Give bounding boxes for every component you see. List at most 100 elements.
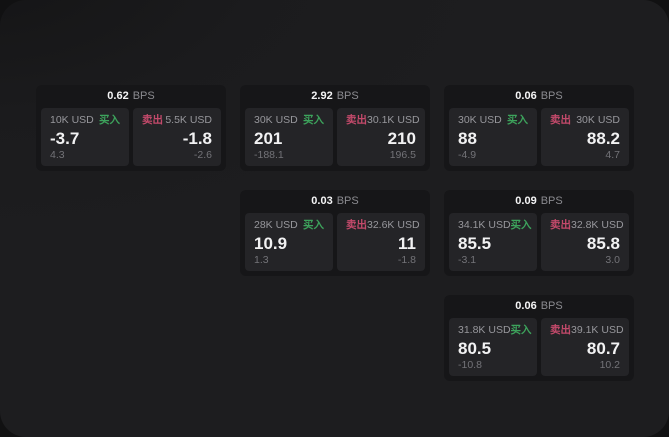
buy-tile[interactable]: 31.8K USD 买入 80.5 -10.8 [449, 318, 537, 376]
sell-price: 88.2 [586, 128, 620, 148]
sell-side-label: 卖出 [346, 219, 367, 231]
buy-delta: -4.9 [458, 148, 477, 161]
buy-tile[interactable]: 28K USD 买入 10.9 1.3 [245, 213, 333, 271]
buy-notional: 34.1K USD [458, 219, 511, 231]
quote-card: 0.06 BPS 31.8K USD 买入 80.5 -10.8 卖出 39.1… [444, 295, 634, 381]
buy-tile[interactable]: 34.1K USD 买入 85.5 -3.1 [449, 213, 537, 271]
bps-header: 0.03 BPS [240, 190, 430, 213]
sell-notional: 32.8K USD [571, 219, 624, 231]
sell-tile-toprow: 卖出 32.8K USD [550, 219, 624, 231]
quote-body: 30K USD 买入 201 -188.1 卖出 30.1K USD 210 1… [240, 108, 430, 171]
sell-tile-toprow: 卖出 39.1K USD [550, 324, 624, 336]
buy-price: 88 [458, 128, 477, 148]
bps-unit-label: BPS [336, 90, 359, 102]
sell-delta: 10.2 [599, 358, 620, 371]
sell-price: 80.7 [586, 338, 620, 358]
bps-unit-label: BPS [540, 195, 563, 207]
sell-notional: 5.5K USD [165, 114, 212, 126]
buy-delta: -10.8 [458, 358, 482, 371]
sell-side-label: 卖出 [550, 114, 571, 126]
buy-delta: 1.3 [254, 253, 269, 266]
buy-notional: 31.8K USD [458, 324, 511, 336]
buy-tile-toprow: 28K USD 买入 [254, 220, 324, 231]
sell-price: -1.8 [182, 128, 212, 148]
sell-delta: 3.0 [605, 253, 620, 266]
buy-side-label: 买入 [510, 324, 532, 336]
cards-grid: 0.62 BPS 10K USD 买入 -3.7 4.3 卖出 5.5K USD… [36, 85, 634, 381]
sell-tile-toprow: 卖出 32.6K USD [346, 219, 420, 231]
buy-tile-toprow: 10K USD 买入 [50, 115, 120, 126]
buy-notional: 30K USD [458, 114, 502, 126]
buy-tile[interactable]: 30K USD 买入 201 -188.1 [245, 108, 333, 166]
buy-tile-toprow: 31.8K USD 买入 [458, 324, 532, 336]
buy-price: -3.7 [50, 128, 80, 148]
quote-body: 10K USD 买入 -3.7 4.3 卖出 5.5K USD -1.8 -2.… [36, 108, 226, 171]
sell-tile[interactable]: 卖出 30K USD 88.2 4.7 [541, 108, 629, 166]
sell-price: 11 [398, 233, 416, 253]
buy-side-label: 买入 [99, 114, 120, 126]
sell-delta: -1.8 [397, 253, 416, 266]
sell-delta: 196.5 [389, 148, 416, 161]
buy-tile[interactable]: 30K USD 买入 88 -4.9 [449, 108, 537, 166]
sell-delta: 4.7 [605, 148, 620, 161]
sell-delta: -2.6 [193, 148, 212, 161]
buy-delta: -188.1 [254, 148, 284, 161]
sell-tile-toprow: 卖出 5.5K USD [142, 115, 212, 126]
quote-card: 0.62 BPS 10K USD 买入 -3.7 4.3 卖出 5.5K USD… [36, 85, 226, 171]
buy-side-label: 买入 [303, 114, 324, 126]
sell-tile[interactable]: 卖出 5.5K USD -1.8 -2.6 [133, 108, 221, 166]
buy-notional: 28K USD [254, 219, 298, 231]
buy-price: 10.9 [254, 233, 288, 253]
quote-body: 28K USD 买入 10.9 1.3 卖出 32.6K USD 11 -1.8 [240, 213, 430, 276]
bps-value: 2.92 [311, 90, 333, 102]
quote-card: 0.09 BPS 34.1K USD 买入 85.5 -3.1 卖出 32.8K… [444, 190, 634, 276]
buy-side-label: 买入 [510, 219, 532, 231]
buy-price: 80.5 [458, 338, 492, 358]
sell-tile[interactable]: 卖出 32.8K USD 85.8 3.0 [541, 213, 629, 271]
buy-price: 85.5 [458, 233, 492, 253]
buy-delta: -3.1 [458, 253, 477, 266]
sell-side-label: 卖出 [550, 219, 571, 231]
buy-side-label: 买入 [303, 219, 324, 231]
sell-notional: 32.6K USD [367, 219, 420, 231]
buy-tile-toprow: 30K USD 买入 [254, 115, 324, 126]
bps-header: 0.09 BPS [444, 190, 634, 213]
bps-header: 0.62 BPS [36, 85, 226, 108]
bps-value: 0.06 [515, 90, 537, 102]
bps-unit-label: BPS [540, 300, 563, 312]
sell-tile[interactable]: 卖出 32.6K USD 11 -1.8 [337, 213, 425, 271]
bps-value: 0.03 [311, 195, 333, 207]
sell-notional: 30.1K USD [367, 114, 420, 126]
quote-body: 30K USD 买入 88 -4.9 卖出 30K USD 88.2 4.7 [444, 108, 634, 171]
bps-unit-label: BPS [336, 195, 359, 207]
sell-notional: 39.1K USD [571, 324, 624, 336]
bps-header: 0.06 BPS [444, 85, 634, 108]
quote-body: 34.1K USD 买入 85.5 -3.1 卖出 32.8K USD 85.8… [444, 213, 634, 276]
buy-delta: 4.3 [50, 148, 65, 161]
buy-notional: 10K USD [50, 114, 94, 126]
sell-price: 85.8 [586, 233, 620, 253]
sell-tile[interactable]: 卖出 39.1K USD 80.7 10.2 [541, 318, 629, 376]
quote-body: 31.8K USD 买入 80.5 -10.8 卖出 39.1K USD 80.… [444, 318, 634, 381]
sell-tile[interactable]: 卖出 30.1K USD 210 196.5 [337, 108, 425, 166]
sell-side-label: 卖出 [550, 324, 571, 336]
sell-notional: 30K USD [576, 114, 620, 126]
quote-card: 2.92 BPS 30K USD 买入 201 -188.1 卖出 30.1K … [240, 85, 430, 171]
buy-tile-toprow: 34.1K USD 买入 [458, 219, 532, 231]
buy-price: 201 [254, 128, 283, 148]
sell-side-label: 卖出 [142, 114, 163, 126]
bps-unit-label: BPS [132, 90, 155, 102]
buy-tile[interactable]: 10K USD 买入 -3.7 4.3 [41, 108, 129, 166]
bps-value: 0.62 [107, 90, 129, 102]
bps-header: 2.92 BPS [240, 85, 430, 108]
bps-header: 0.06 BPS [444, 295, 634, 318]
bps-unit-label: BPS [540, 90, 563, 102]
buy-side-label: 买入 [507, 114, 528, 126]
quote-card: 0.06 BPS 30K USD 买入 88 -4.9 卖出 30K USD 8… [444, 85, 634, 171]
sell-tile-toprow: 卖出 30K USD [550, 115, 620, 126]
quote-card: 0.03 BPS 28K USD 买入 10.9 1.3 卖出 32.6K US… [240, 190, 430, 276]
buy-tile-toprow: 30K USD 买入 [458, 115, 528, 126]
buy-notional: 30K USD [254, 114, 298, 126]
sell-side-label: 卖出 [346, 114, 367, 126]
